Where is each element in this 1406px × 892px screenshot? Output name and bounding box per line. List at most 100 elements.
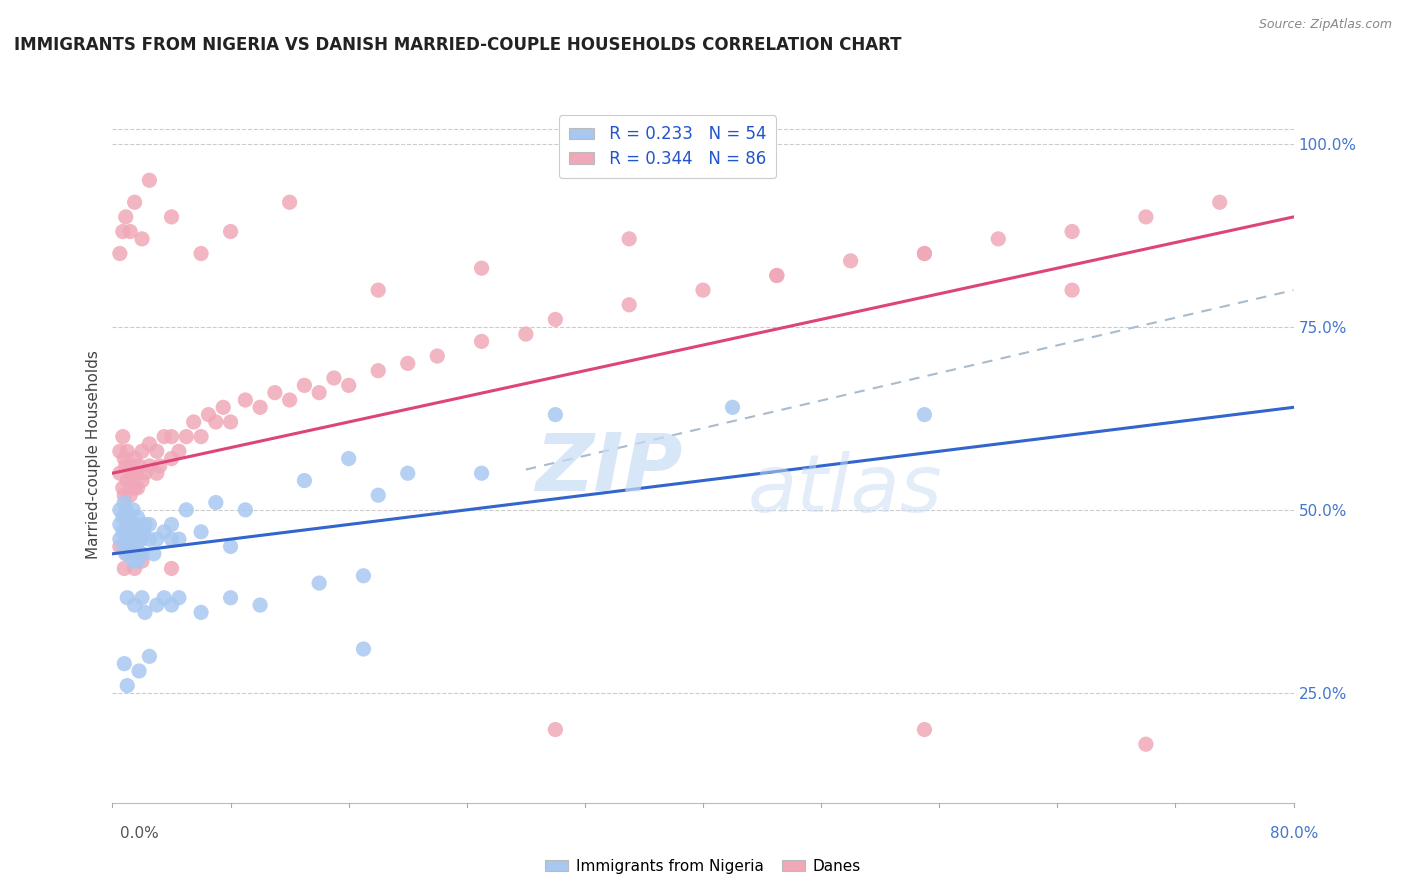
Point	[1062, 283, 1084, 297]
Point	[111, 481, 134, 495]
Point	[190, 246, 212, 260]
Point	[219, 591, 242, 605]
Point	[146, 444, 169, 458]
Point	[544, 723, 567, 737]
Text: atlas: atlas	[748, 450, 942, 529]
Point	[160, 210, 183, 224]
Point	[515, 327, 537, 342]
Point	[117, 474, 138, 488]
Point	[125, 467, 148, 481]
Point	[167, 444, 190, 458]
Point	[153, 524, 176, 539]
Point	[114, 210, 136, 224]
Point	[146, 598, 169, 612]
Point	[121, 474, 143, 488]
Point	[987, 232, 1010, 246]
Point	[205, 415, 228, 429]
Point	[120, 488, 142, 502]
Point	[323, 371, 346, 385]
Point	[352, 568, 374, 582]
Point	[138, 532, 160, 546]
Point	[131, 591, 153, 605]
Point	[1208, 195, 1232, 210]
Point	[212, 401, 235, 415]
Point	[914, 246, 936, 260]
Point	[470, 334, 494, 349]
Point	[470, 261, 494, 276]
Point	[112, 495, 135, 509]
Point	[1062, 225, 1084, 239]
Point	[127, 510, 149, 524]
Point	[914, 408, 936, 422]
Point	[160, 429, 183, 443]
Point	[160, 532, 183, 546]
Point	[131, 232, 153, 246]
Point	[125, 540, 148, 554]
Point	[278, 392, 301, 407]
Point	[249, 598, 271, 612]
Point	[167, 591, 190, 605]
Point	[108, 540, 131, 554]
Point	[131, 554, 153, 568]
Point	[337, 451, 360, 466]
Point	[117, 591, 138, 605]
Point	[112, 657, 135, 671]
Point	[120, 547, 142, 561]
Point	[111, 429, 134, 443]
Point	[278, 195, 301, 210]
Point	[122, 554, 145, 568]
Point	[138, 649, 160, 664]
Point	[219, 540, 242, 554]
Point	[117, 517, 138, 532]
Point	[174, 503, 197, 517]
Point	[120, 517, 142, 532]
Point	[108, 444, 131, 458]
Point	[117, 444, 138, 458]
Point	[112, 451, 135, 466]
Point	[544, 312, 567, 326]
Point	[190, 524, 212, 539]
Point	[120, 225, 142, 239]
Point	[142, 547, 165, 561]
Point	[914, 723, 936, 737]
Point	[108, 467, 131, 481]
Point	[117, 532, 138, 546]
Point	[128, 532, 150, 546]
Point	[619, 232, 641, 246]
Point	[721, 401, 744, 415]
Point	[544, 408, 567, 422]
Point	[125, 524, 148, 539]
Point	[117, 524, 138, 539]
Point	[367, 364, 389, 378]
Point	[108, 532, 131, 546]
Point	[233, 503, 256, 517]
Point	[219, 225, 242, 239]
Point	[124, 561, 146, 575]
Point	[1135, 737, 1157, 751]
Point	[111, 225, 134, 239]
Point	[128, 664, 150, 678]
Point	[914, 246, 936, 260]
Point	[153, 591, 176, 605]
Point	[205, 495, 228, 509]
Point	[134, 467, 156, 481]
Point	[396, 467, 419, 481]
Point	[117, 679, 138, 693]
Point	[111, 524, 134, 539]
Point	[396, 356, 419, 370]
Point	[766, 268, 789, 283]
Point	[134, 517, 156, 532]
Point	[367, 283, 389, 297]
Point	[124, 532, 146, 546]
Point	[367, 488, 389, 502]
Point	[146, 532, 169, 546]
Text: 0.0%: 0.0%	[120, 827, 159, 841]
Point	[692, 283, 714, 297]
Point	[160, 561, 183, 575]
Text: IMMIGRANTS FROM NIGERIA VS DANISH MARRIED-COUPLE HOUSEHOLDS CORRELATION CHART: IMMIGRANTS FROM NIGERIA VS DANISH MARRIE…	[14, 36, 901, 54]
Legend:  R = 0.233   N = 54,  R = 0.344   N = 86: R = 0.233 N = 54, R = 0.344 N = 86	[558, 115, 776, 178]
Point	[120, 532, 142, 546]
Point	[219, 415, 242, 429]
Point	[120, 458, 142, 473]
Point	[112, 488, 135, 502]
